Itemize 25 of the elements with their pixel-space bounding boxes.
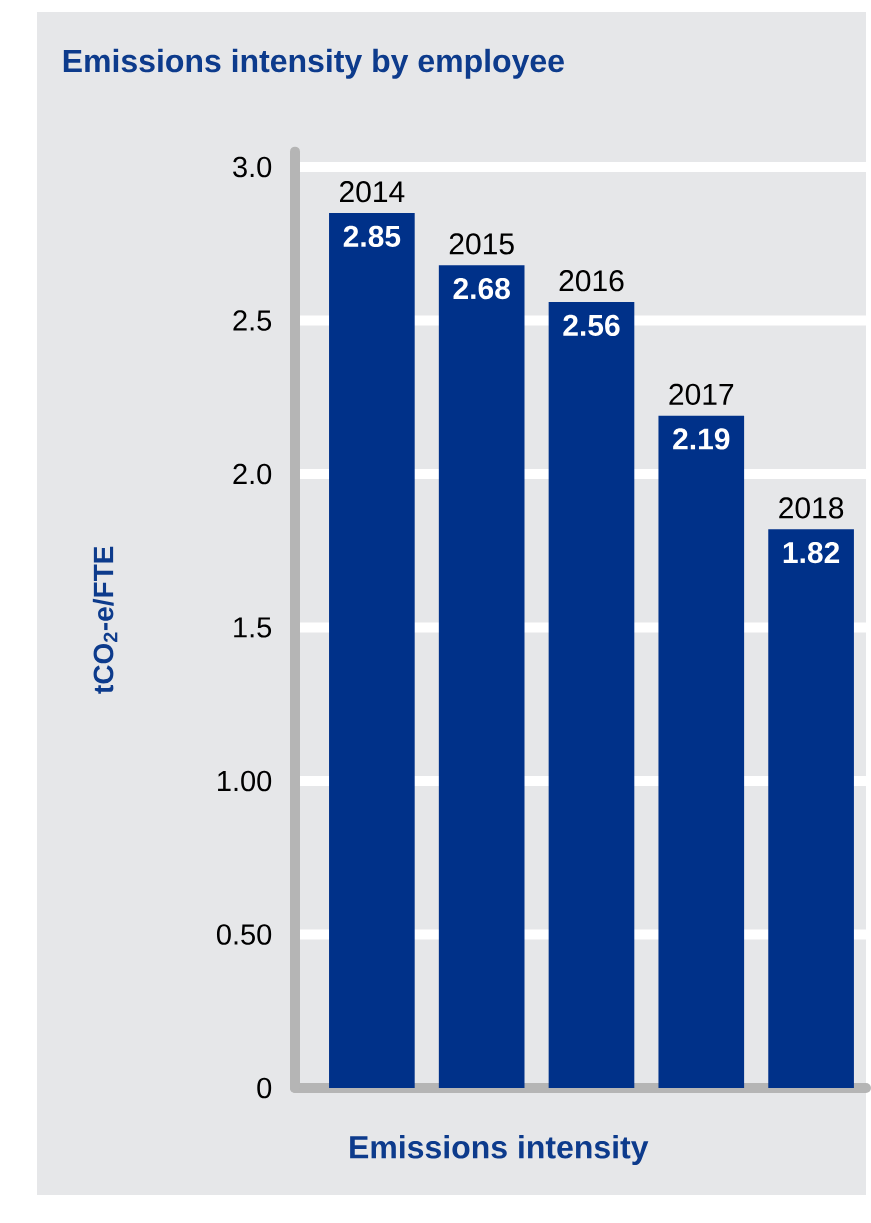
y-tick-label: 3.0: [233, 156, 272, 178]
y-axis-title: tCO$_{2}$-e/FTE: [92, 546, 118, 694]
y-tick-label: 1.00: [218, 770, 272, 792]
data-label: 2.68: [453, 277, 510, 300]
chart-title: Emissions intensity by employee: [63, 48, 564, 79]
data-label: 2.56: [563, 314, 620, 337]
x-tick-label: 2017: [669, 383, 734, 405]
y-tick-label: 0.50: [216, 924, 272, 945]
bar: [548, 302, 635, 1088]
data-label: 2.85: [343, 225, 401, 247]
x-tick-label: 2015: [449, 233, 514, 255]
bar: [438, 265, 525, 1088]
y-tick-label: 2.5: [233, 310, 272, 331]
bar: [658, 415, 745, 1088]
bar: [768, 529, 854, 1088]
data-label: 1.82: [783, 541, 840, 564]
y-tick-label: 2.0: [233, 463, 272, 485]
bar: [329, 213, 415, 1088]
y-tick-label: 0: [257, 1077, 272, 1099]
x-axis-title: Emissions intensity: [350, 1135, 649, 1165]
x-tick-label: 2016: [559, 270, 624, 292]
y-tick-label: 1.5: [234, 617, 272, 638]
x-tick-label: 2014: [340, 181, 405, 203]
data-label: 2.19: [673, 428, 730, 450]
x-tick-label: 2018: [779, 497, 844, 519]
